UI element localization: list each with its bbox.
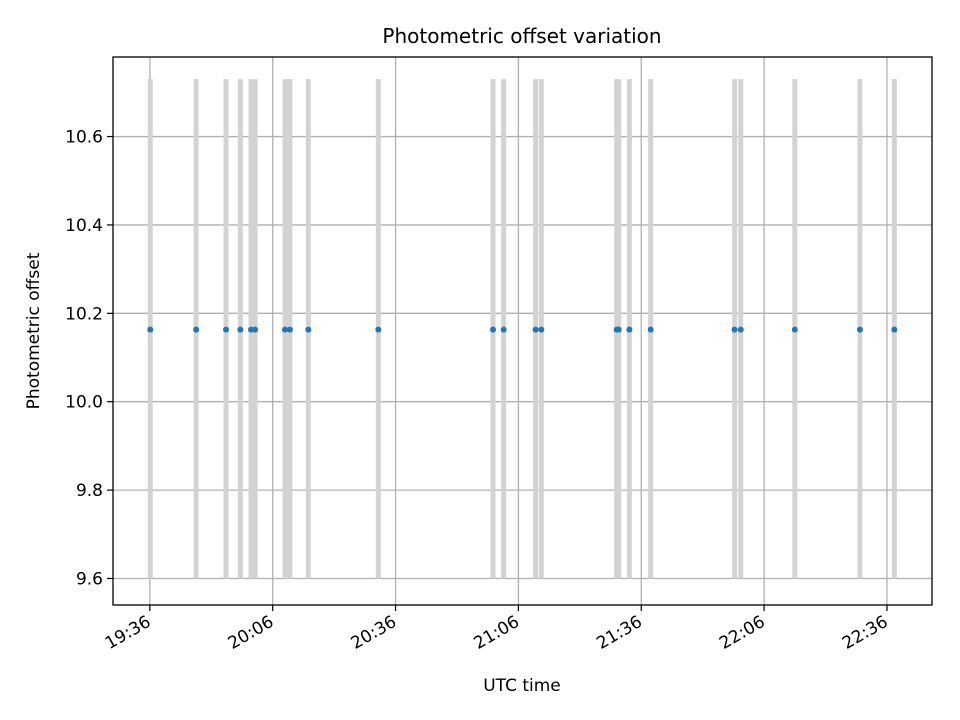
data-point [737,326,744,333]
plot-frame [112,56,933,606]
y-tick-label: 10.6 [65,128,103,148]
data-point [538,326,545,333]
data-point [223,326,230,333]
data-point [647,326,654,333]
data-point [193,326,200,333]
data-point [281,326,288,333]
y-tick-label: 9.6 [76,569,103,589]
y-axis-title: Photometric offset [24,252,44,409]
y-tick-label: 10.0 [65,393,103,413]
data-point [791,326,798,333]
data-point [500,326,507,333]
x-tick-label: 19:36 [102,612,154,654]
data-point [375,326,382,333]
data-point [252,326,259,333]
data-point [532,326,539,333]
y-tick-label: 10.2 [65,304,103,324]
grid-layer [113,57,932,605]
data-point [237,326,244,333]
data-point [626,326,633,333]
data-point [891,326,898,333]
x-tick-label: 22:06 [716,612,768,654]
x-tick-label: 21:06 [470,612,522,654]
x-axis-title: UTC time [483,676,561,696]
data-point [286,326,293,333]
data-point [147,326,154,333]
y-tick-label: 10.4 [65,216,103,236]
data-point [731,326,738,333]
errorbar-layer [147,79,897,579]
data-point [305,326,312,333]
data-point [856,326,863,333]
data-point [490,326,497,333]
x-tick-label: 20:06 [225,612,277,654]
y-tick-label: 9.8 [76,481,103,501]
x-tick-label: 22:36 [839,612,891,654]
data-point [615,326,622,333]
x-tick-label: 21:36 [593,612,645,654]
tick-layer: 9.6 9.8 10.0 10.2 10.4 10.6 19:36 20:06 20:36 21:… [65,128,891,654]
point-layer [147,326,898,333]
chart-title: Photometric offset variation [382,24,661,48]
x-tick-label: 20:36 [348,612,400,654]
